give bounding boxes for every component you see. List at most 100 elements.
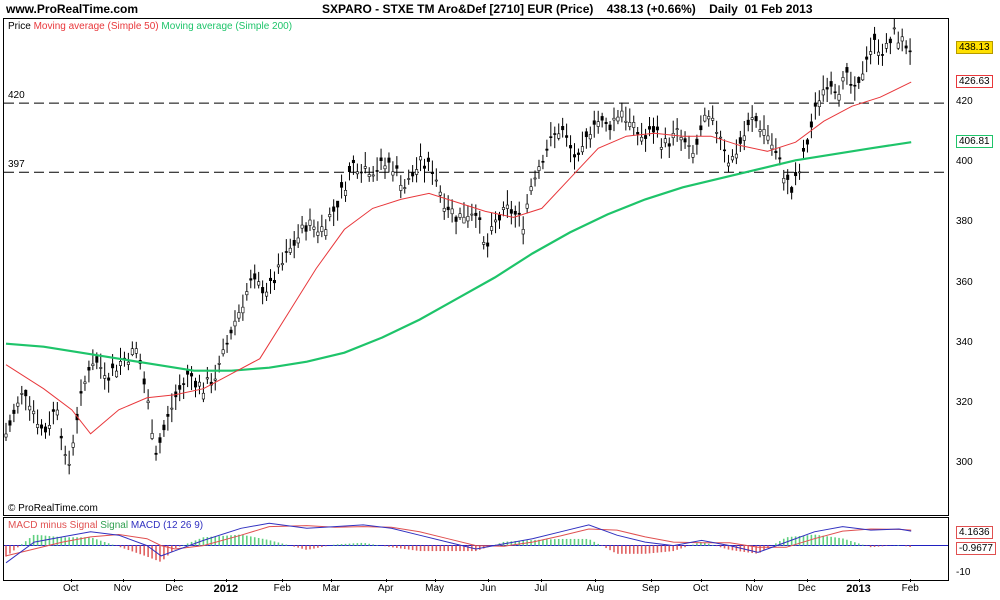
candle-body xyxy=(324,229,328,236)
candle-body xyxy=(545,148,549,151)
candle-body xyxy=(584,131,588,138)
candle-body xyxy=(276,264,280,268)
candle-body xyxy=(726,162,730,167)
price-badge: 438.13 xyxy=(956,40,993,54)
macd-legend: MACD minus Signal Signal MACD (12 26 9) xyxy=(8,520,203,531)
candle-body xyxy=(746,119,750,126)
candle-body xyxy=(87,367,91,371)
candle-body xyxy=(896,42,900,49)
candle-body xyxy=(115,370,119,378)
candle-body xyxy=(651,126,655,133)
xtick xyxy=(434,579,436,582)
candle-body xyxy=(817,100,821,107)
candle-body xyxy=(482,241,486,245)
macd-signal-badge: -0.9677 xyxy=(956,542,996,555)
candle-body xyxy=(612,117,616,121)
macd-axis: 4.1636 -0.9677 -10 xyxy=(948,517,1000,579)
legend-price: Price xyxy=(8,21,31,32)
candle-body xyxy=(336,200,340,208)
candle-body xyxy=(565,135,569,138)
candle-body xyxy=(805,139,809,145)
candle-body xyxy=(213,378,217,381)
candle-body xyxy=(521,229,525,235)
candle-body xyxy=(490,226,494,231)
candle-body xyxy=(782,177,786,184)
candle-body xyxy=(426,157,430,162)
candle-body xyxy=(99,367,103,369)
candle-body xyxy=(801,147,805,152)
candle-body xyxy=(569,145,573,149)
candle-body xyxy=(47,425,51,429)
candle-body xyxy=(892,27,896,30)
candle-body xyxy=(837,94,841,101)
xtick xyxy=(858,579,860,582)
candle-body xyxy=(383,165,387,170)
candle-body xyxy=(683,138,687,143)
xtick xyxy=(488,579,490,582)
candle-body xyxy=(691,153,695,158)
candle-body xyxy=(865,56,869,60)
candle-body xyxy=(292,239,296,246)
candle-body xyxy=(237,312,241,319)
price-chart-svg xyxy=(4,19,948,475)
xtick xyxy=(540,579,542,582)
candle-body xyxy=(217,363,221,365)
candle-body xyxy=(529,186,533,192)
candle-body xyxy=(371,174,375,177)
macd-panel[interactable]: MACD minus Signal Signal MACD (12 26 9) xyxy=(3,517,949,581)
candle-body xyxy=(719,136,723,139)
price-panel[interactable]: Price Moving average (Simple 50) Moving … xyxy=(3,18,949,516)
candle-body xyxy=(32,410,36,415)
hline-label-397: 397 xyxy=(8,159,25,171)
site-name[interactable]: www.ProRealTime.com xyxy=(6,2,139,16)
candle-body xyxy=(758,129,762,132)
candle-body xyxy=(146,400,150,403)
candle-body xyxy=(111,363,115,369)
candle-body xyxy=(347,166,351,173)
ma200-line xyxy=(5,141,912,372)
candle-body xyxy=(884,43,888,49)
candle-body xyxy=(608,124,612,131)
candle-body xyxy=(742,135,746,141)
xlabel-2012: 2012 xyxy=(213,583,239,595)
candle-body xyxy=(576,152,580,155)
candle-body xyxy=(679,137,683,141)
candle-body xyxy=(813,102,817,107)
candle-body xyxy=(43,426,47,433)
candle-body xyxy=(687,145,691,147)
candle-body xyxy=(261,287,265,294)
candle-body xyxy=(8,420,12,426)
candle-body xyxy=(888,38,892,44)
candle-body xyxy=(616,116,620,122)
candle-body xyxy=(541,160,545,163)
candle-body xyxy=(446,206,450,211)
header-bar: www.ProRealTime.com SXPARO - STXE TM Aro… xyxy=(0,0,1000,18)
x-axis: Oct Nov Dec 2012 Feb Mar Apr May Jun Jul Aug Sep Oct… xyxy=(3,579,947,600)
candle-body xyxy=(592,120,596,125)
candle-body xyxy=(474,212,478,216)
candle-body xyxy=(71,442,75,448)
ytick-300: 300 xyxy=(956,456,973,468)
candle-body xyxy=(344,190,348,196)
candle-body xyxy=(588,134,592,140)
candle-body xyxy=(798,171,802,174)
xlabel-aug: Aug xyxy=(586,583,605,594)
candle-body xyxy=(269,277,273,282)
candle-body xyxy=(470,213,474,216)
candle-body xyxy=(809,121,813,128)
xlabel-oct: Oct xyxy=(63,583,79,594)
candle-body xyxy=(908,50,912,53)
candle-body xyxy=(154,452,158,455)
xlabel-oct: Oct xyxy=(692,583,709,594)
candle-body xyxy=(415,169,419,175)
candle-body xyxy=(754,116,758,122)
candle-body xyxy=(158,437,162,443)
macd-value-badge: 4.1636 xyxy=(956,526,993,539)
candle-body xyxy=(162,424,166,431)
candle-body xyxy=(454,216,458,222)
candle-body xyxy=(794,171,798,177)
candle-body xyxy=(190,373,194,377)
candle-body xyxy=(288,247,292,253)
candle-body xyxy=(379,157,383,162)
candle-body xyxy=(59,435,63,439)
